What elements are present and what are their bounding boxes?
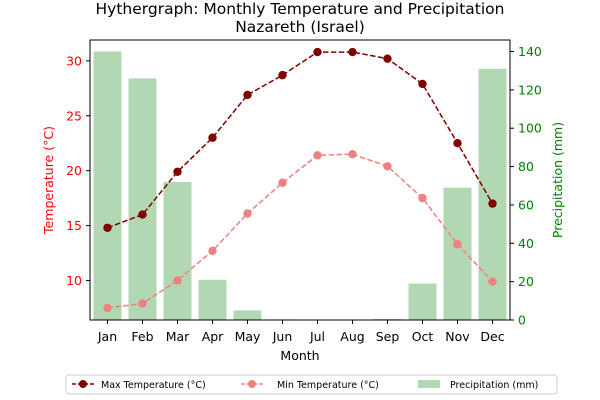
precipitation-bar-jan bbox=[93, 51, 122, 321]
y-left-tick-label-30: 30 bbox=[66, 53, 82, 68]
y-left-tick-label-15: 15 bbox=[66, 218, 82, 233]
y-left-tick-label-10: 10 bbox=[66, 273, 82, 288]
y-axis-right-label: Precipitation (mm) bbox=[550, 122, 565, 238]
precipitation-bar-nov bbox=[443, 187, 472, 320]
x-tick-label-dec: Dec bbox=[480, 329, 504, 344]
max-temp-line bbox=[107, 51, 494, 229]
max-temp-point-feb bbox=[138, 210, 147, 219]
legend: Max Temperature (°C) Min Temperature (°C… bbox=[65, 374, 558, 395]
y-left-tick-label-25: 25 bbox=[66, 108, 82, 123]
max-temp-point-jun bbox=[278, 70, 287, 80]
chart-title-line1: Hythergraph: Monthly Temperature and Pre… bbox=[96, 0, 505, 18]
y-axis-left-label: Temperature (°C) bbox=[41, 126, 56, 235]
x-tick-label-may: May bbox=[235, 329, 261, 344]
precipitation-bar-may bbox=[233, 310, 262, 320]
legend-min-label: Min Temperature (°C) bbox=[277, 380, 379, 391]
x-tick-label-jun: Jun bbox=[272, 329, 293, 344]
x-tick-label-oct: Oct bbox=[412, 329, 434, 344]
y-axis-left: 10 15 20 25 30 bbox=[66, 53, 90, 288]
x-tick-label-aug: Aug bbox=[340, 329, 364, 344]
max-temp-point-jul bbox=[313, 47, 322, 57]
precipitation-bar-mar bbox=[163, 181, 192, 320]
y-right-tick-label-60: 60 bbox=[518, 197, 534, 212]
legend-max-marker bbox=[79, 380, 87, 388]
x-axis-label: Month bbox=[280, 348, 319, 363]
legend-min-marker bbox=[248, 380, 256, 388]
max-temp-point-may bbox=[243, 90, 252, 100]
legend-frame bbox=[65, 374, 558, 395]
precipitation-bar-apr bbox=[198, 279, 227, 320]
min-temp-point-jan bbox=[103, 303, 112, 313]
min-temp-point-jun bbox=[278, 178, 287, 187]
temperature-lines bbox=[103, 47, 497, 313]
max-temp-point-aug bbox=[348, 47, 357, 57]
min-temp-point-oct bbox=[418, 193, 427, 203]
y-right-tick-label-140: 140 bbox=[518, 44, 542, 59]
min-temp-point-mar bbox=[173, 276, 182, 285]
y-right-tick-label-0: 0 bbox=[518, 313, 526, 328]
x-tick-label-sep: Sep bbox=[376, 329, 400, 344]
y-left-tick-label-20: 20 bbox=[66, 163, 82, 178]
x-tick-label-mar: Mar bbox=[166, 329, 190, 344]
chart-title-line2: Nazareth (Israel) bbox=[235, 18, 365, 36]
max-temp-point-dec bbox=[488, 199, 497, 208]
legend-precip-label: Precipitation (mm) bbox=[450, 380, 538, 391]
min-temp-point-nov bbox=[453, 240, 462, 249]
max-temp-point-oct bbox=[418, 79, 427, 89]
y-right-tick-label-80: 80 bbox=[518, 159, 534, 174]
max-temp-point-nov bbox=[453, 139, 462, 148]
x-tick-label-nov: Nov bbox=[445, 329, 470, 344]
min-temp-point-jul bbox=[313, 151, 322, 160]
x-tick-label-feb: Feb bbox=[131, 329, 153, 344]
min-temp-point-sep bbox=[383, 162, 392, 171]
min-temp-point-apr bbox=[208, 246, 217, 256]
y-right-tick-label-40: 40 bbox=[518, 236, 534, 251]
min-temp-point-feb bbox=[138, 299, 147, 308]
precipitation-bar-feb bbox=[128, 78, 157, 320]
precipitation-bar-oct bbox=[408, 283, 437, 320]
legend-max-label: Max Temperature (°C) bbox=[101, 380, 206, 391]
plot-frame bbox=[89, 39, 511, 321]
max-temp-point-jan bbox=[103, 223, 112, 232]
legend-precip-swatch bbox=[418, 380, 440, 388]
x-axis: Jan Feb Mar Apr May Jun Jul Aug Sep Oct Nov Dec bbox=[97, 320, 505, 344]
x-tick-label-jan: Jan bbox=[97, 329, 117, 344]
max-temp-point-mar bbox=[173, 167, 182, 176]
y-axis-right: 0 20 40 60 80 100 120 140 bbox=[510, 44, 542, 328]
min-temp-point-aug bbox=[348, 149, 357, 159]
max-temp-point-apr bbox=[208, 133, 217, 142]
min-temp-point-dec bbox=[488, 277, 497, 286]
x-tick-label-apr: Apr bbox=[202, 329, 224, 344]
x-tick-label-jul: Jul bbox=[309, 329, 325, 344]
precipitation-bars bbox=[93, 51, 507, 321]
max-temp-point-sep bbox=[383, 54, 392, 63]
y-right-tick-label-120: 120 bbox=[518, 82, 542, 97]
y-right-tick-label-100: 100 bbox=[518, 121, 542, 136]
y-right-tick-label-20: 20 bbox=[518, 274, 534, 289]
min-temp-point-may bbox=[243, 209, 252, 218]
